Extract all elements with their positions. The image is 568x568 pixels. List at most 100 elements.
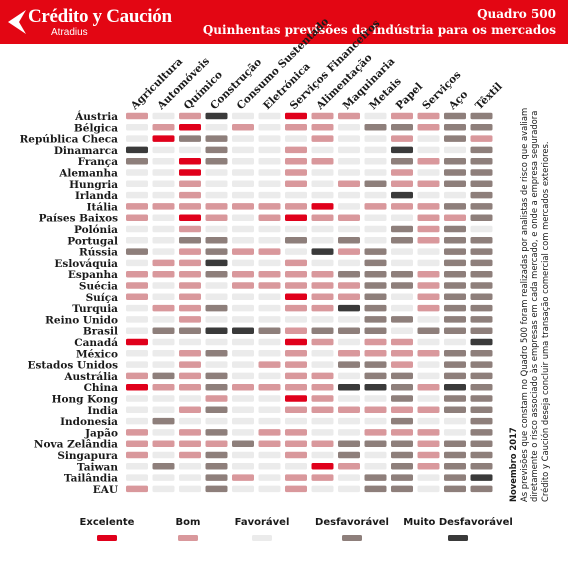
heatmap-cell xyxy=(417,463,440,470)
heatmap-cell xyxy=(126,474,148,481)
heatmap-cell xyxy=(152,451,175,459)
heatmap-cell xyxy=(470,214,493,221)
heatmap-cell xyxy=(338,169,360,176)
heatmap-cell xyxy=(258,225,281,233)
heatmap-cell xyxy=(364,327,387,334)
heatmap-cell xyxy=(417,248,440,255)
heatmap-cell xyxy=(417,259,440,267)
heatmap-cell xyxy=(444,270,466,278)
heatmap-cell xyxy=(364,293,387,301)
heatmap-cell xyxy=(232,304,254,312)
heatmap-cell xyxy=(470,169,493,176)
heatmap-cell xyxy=(152,304,175,312)
row-label-estados-unidos: Estados Unidos xyxy=(27,360,118,372)
row-label-eau: EAU xyxy=(93,484,118,496)
heatmap-cell xyxy=(470,417,493,425)
heatmap-cell xyxy=(444,361,466,368)
heatmap-cell xyxy=(364,157,387,165)
heatmap-cell xyxy=(338,282,360,289)
heatmap-cell xyxy=(391,429,413,436)
heatmap-cell xyxy=(285,225,307,233)
heatmap-cell xyxy=(364,361,387,368)
row-label-mexico: México xyxy=(76,348,118,360)
heatmap-cell xyxy=(152,361,175,368)
heatmap-cell xyxy=(258,451,281,459)
heatmap-cell xyxy=(338,372,360,380)
heatmap-cell xyxy=(391,248,413,255)
heatmap-cell xyxy=(232,282,254,289)
heatmap-cell xyxy=(152,146,175,154)
heatmap-cell xyxy=(152,350,175,357)
heatmap-cell xyxy=(126,169,148,176)
heatmap-cell xyxy=(205,225,228,233)
heatmap-cell xyxy=(444,248,466,255)
heatmap-cell xyxy=(205,270,228,278)
heatmap-cell xyxy=(417,293,440,301)
heatmap-cell xyxy=(232,157,254,165)
row-label-hong-kong: Hong Kong xyxy=(52,394,119,406)
heatmap-cell xyxy=(258,293,281,301)
heatmap-cell xyxy=(285,417,307,425)
heatmap-cell xyxy=(232,248,254,255)
heatmap-cell xyxy=(232,112,254,120)
row-label-australia: Austrália xyxy=(63,371,118,383)
heatmap-cell xyxy=(417,225,440,233)
heatmap-cell xyxy=(391,463,413,470)
heatmap-cell xyxy=(470,395,493,402)
heatmap-cell xyxy=(311,146,334,154)
heatmap-cell xyxy=(258,169,281,176)
heatmap-cell xyxy=(126,463,148,470)
row-label-portugal: Portugal xyxy=(67,235,118,247)
heatmap-cell xyxy=(285,485,307,493)
heatmap-cell xyxy=(126,112,148,120)
heatmap-cell xyxy=(205,406,228,414)
row-label-austria: Áustria xyxy=(74,109,118,123)
heatmap-cell xyxy=(152,485,175,493)
heatmap-cell xyxy=(391,350,413,357)
heatmap-cell xyxy=(205,304,228,312)
heatmap-cell xyxy=(311,304,334,312)
heatmap-cell xyxy=(470,463,493,470)
heatmap-cell xyxy=(417,316,440,323)
heatmap-cell xyxy=(232,406,254,414)
heatmap-cell xyxy=(126,124,148,131)
heatmap-cell xyxy=(338,316,360,323)
heatmap-cell xyxy=(179,451,201,459)
heatmap-cell xyxy=(179,463,201,470)
heatmap-cell xyxy=(444,451,466,459)
heatmap-cell xyxy=(338,327,360,334)
heatmap-cell xyxy=(205,180,228,188)
heatmap-cell xyxy=(232,259,254,267)
heatmap-cell xyxy=(258,463,281,470)
heatmap-cell xyxy=(205,361,228,368)
heatmap-cell xyxy=(364,282,387,289)
heatmap-cell xyxy=(338,395,360,402)
heatmap-cell xyxy=(311,191,334,199)
row-label-franca: França xyxy=(78,156,119,168)
heatmap-cell xyxy=(470,180,493,188)
heatmap-cell xyxy=(232,316,254,323)
heatmap-cell xyxy=(152,112,175,120)
heatmap-cell xyxy=(311,406,334,414)
heatmap-cell xyxy=(126,372,148,380)
heatmap-cell xyxy=(126,237,148,244)
heatmap-cell xyxy=(258,180,281,188)
heatmap-cell xyxy=(311,259,334,267)
heatmap-cell xyxy=(444,327,466,334)
heatmap-cell xyxy=(285,350,307,357)
heatmap-cell xyxy=(258,383,281,391)
heatmap-cell xyxy=(444,214,466,221)
heatmap-cell xyxy=(364,112,387,120)
heatmap-cell xyxy=(205,169,228,176)
heatmap-cell xyxy=(364,248,387,255)
heatmap-cell xyxy=(444,124,466,131)
heatmap-cell xyxy=(285,361,307,368)
heatmap-cell xyxy=(444,417,466,425)
heatmap-cell xyxy=(311,169,334,176)
heatmap-cell xyxy=(391,112,413,120)
row-label-alemanha: Alemanha xyxy=(58,168,118,180)
heatmap-cell xyxy=(311,124,334,131)
heatmap-cell xyxy=(285,124,307,131)
legend-swatch-excelente xyxy=(97,535,117,541)
chart-subtitle: Quinhentas previsões da indústria para o… xyxy=(202,23,556,37)
